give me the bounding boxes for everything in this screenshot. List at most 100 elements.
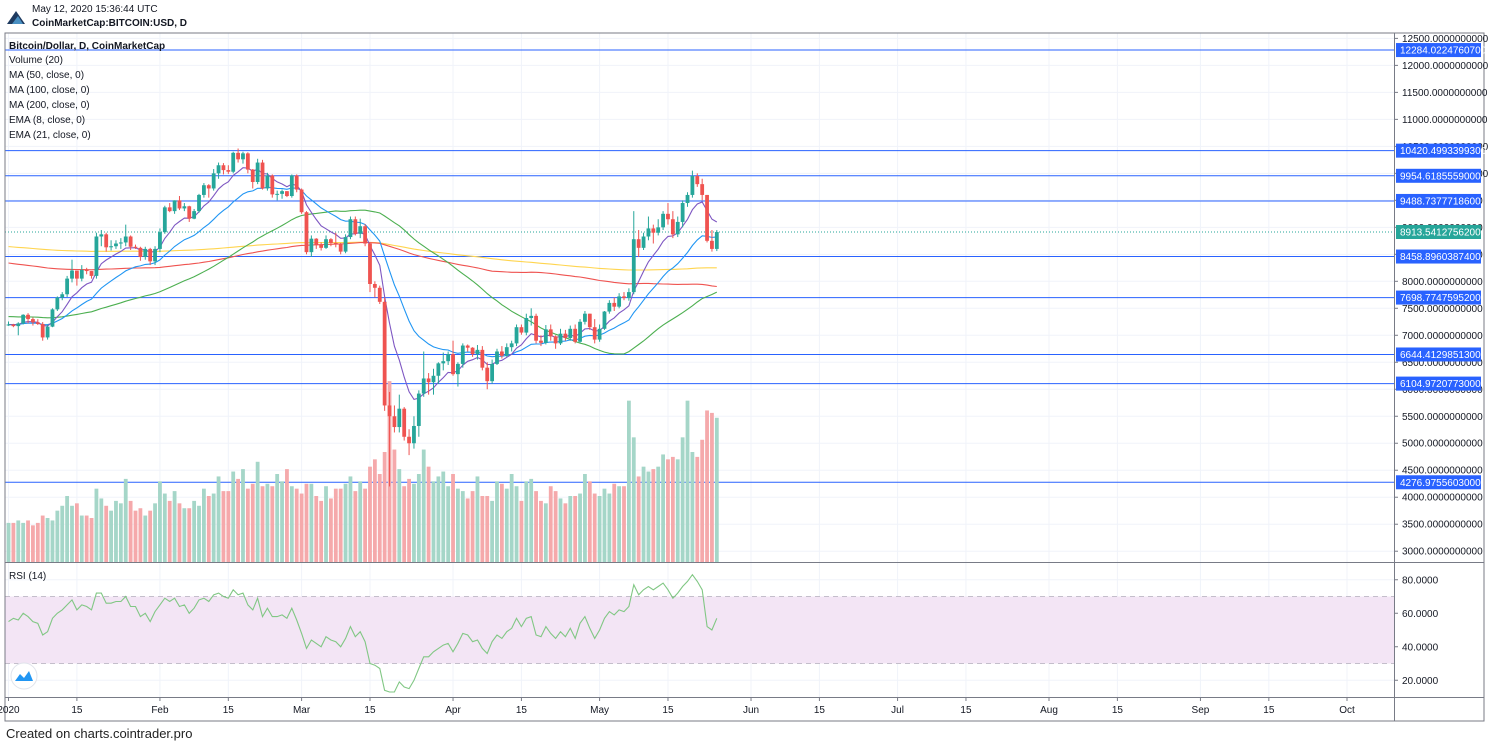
time-axis[interactable]: 2020 15 Feb 15 Mar 15 Apr 15 May 15 Jun 15 Jul 15 Aug 1… xyxy=(0,697,1355,716)
volume-bar xyxy=(714,417,719,562)
candle xyxy=(280,189,284,199)
candle xyxy=(519,324,524,335)
legend-ema21: EMA (21, close, 0) xyxy=(9,130,91,141)
price-tick-label: 7000.0000000000 xyxy=(1402,331,1483,342)
price-tag: 9954.6185559000 xyxy=(1396,168,1481,183)
volume-bar xyxy=(607,493,612,562)
volume-bar xyxy=(338,488,343,562)
price-tag: 8458.8960387400 xyxy=(1396,249,1481,264)
time-tick-label: Mar xyxy=(293,705,311,716)
volume-bar xyxy=(465,498,470,562)
candle xyxy=(143,246,148,260)
candle xyxy=(412,416,416,449)
candle xyxy=(358,218,363,239)
volume-bar xyxy=(710,412,714,562)
volume-bar xyxy=(636,476,641,562)
price-tick-label: 11000.0000000000 xyxy=(1402,115,1488,126)
candle xyxy=(568,325,573,341)
volume-bar xyxy=(568,496,573,562)
volume-bar xyxy=(602,488,607,562)
candle xyxy=(539,335,543,347)
volume-bar xyxy=(216,476,221,562)
svg-text:6104.9720773000: 6104.9720773000 xyxy=(1400,379,1481,390)
price-tag: 7698.7747595200 xyxy=(1396,290,1481,305)
volume-bar xyxy=(617,486,622,562)
volume-bar xyxy=(397,469,402,562)
candle xyxy=(607,300,612,314)
volume-bar xyxy=(314,496,319,562)
candle xyxy=(548,324,553,341)
time-tick-label: Apr xyxy=(445,705,461,716)
volume-bar xyxy=(480,496,485,562)
candle xyxy=(441,352,446,371)
volume-bar xyxy=(407,478,411,562)
candle xyxy=(480,346,485,371)
price-tick-label: 8000.0000000000 xyxy=(1402,277,1483,288)
volume-bar xyxy=(255,461,260,562)
volume-bar xyxy=(70,505,74,562)
volume-bar xyxy=(109,510,113,562)
candle xyxy=(460,343,465,368)
volume-bar xyxy=(236,478,240,562)
candle xyxy=(597,324,602,342)
candle xyxy=(324,235,328,249)
candle xyxy=(319,242,324,251)
candle xyxy=(153,246,157,266)
volume-bar xyxy=(319,500,324,562)
legend-ema8: EMA (8, close, 0) xyxy=(9,115,85,126)
candle xyxy=(314,238,319,249)
rsi-tick-label: 40.0000 xyxy=(1402,642,1439,653)
svg-text:8913.5412756200: 8913.5412756200 xyxy=(1400,227,1481,238)
logo-icon xyxy=(7,11,25,24)
volume-bar xyxy=(265,483,270,562)
tradingview-badge-icon[interactable] xyxy=(10,662,38,690)
legend-volume: Volume (20) xyxy=(9,55,63,66)
candle xyxy=(241,151,245,164)
candle xyxy=(397,394,402,433)
volume-bar xyxy=(426,466,431,562)
price-axis[interactable]: 3000.0000000000 3500.0000000000 4000.00000… xyxy=(1394,34,1488,558)
volume-bar xyxy=(416,474,421,562)
volume-bar xyxy=(241,469,245,562)
svg-text:10420.4993399300: 10420.4993399300 xyxy=(1400,146,1487,157)
candle xyxy=(387,391,392,487)
candle xyxy=(245,152,250,174)
volume-bar xyxy=(524,481,529,562)
candle xyxy=(368,242,372,293)
volume-bar xyxy=(118,503,123,562)
price-tick-label: 3000.0000000000 xyxy=(1402,547,1483,558)
rsi-axis[interactable]: 20.0000 40.0000 60.0000 80.0000 xyxy=(1394,575,1439,687)
volume-bar xyxy=(597,496,602,562)
candle xyxy=(40,322,45,341)
svg-text:7698.7747595200: 7698.7747595200 xyxy=(1400,293,1481,304)
candle xyxy=(6,321,11,326)
volume-bar xyxy=(74,503,79,562)
candle xyxy=(236,148,240,163)
volume-bar xyxy=(40,515,45,562)
candle xyxy=(372,281,377,298)
candle xyxy=(21,314,26,325)
volume-bar xyxy=(412,483,416,562)
candle xyxy=(99,230,104,247)
volume-bar xyxy=(231,471,236,562)
volume-bar xyxy=(343,483,348,562)
volume-bar xyxy=(99,498,104,562)
volume-bars xyxy=(6,381,719,562)
price-tick-label: 11500.0000000000 xyxy=(1402,88,1488,99)
candle xyxy=(138,246,143,261)
volume-bar xyxy=(289,486,294,562)
candle xyxy=(680,200,685,228)
volume-bar xyxy=(592,493,597,562)
candle xyxy=(192,208,197,220)
candle xyxy=(416,390,421,437)
candle xyxy=(265,172,270,191)
volume-bar xyxy=(162,493,167,562)
volume-bar xyxy=(495,481,499,562)
price-tag: 10420.4993399300 xyxy=(1396,143,1487,158)
candle xyxy=(206,184,211,198)
volume-bar xyxy=(11,522,16,562)
volume-bar xyxy=(245,488,250,562)
candle xyxy=(177,196,182,211)
volume-bar xyxy=(514,486,519,562)
